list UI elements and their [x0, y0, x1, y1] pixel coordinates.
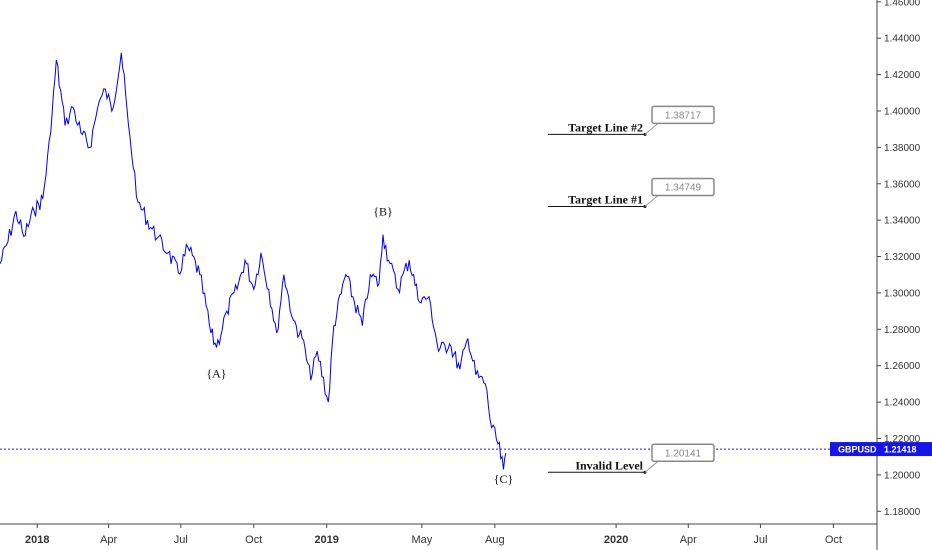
- callout-pointer: [644, 195, 659, 207]
- badge-background: [830, 442, 932, 457]
- x-tick-label: Jul: [753, 534, 767, 546]
- wave-labels: {A} {B} {C}: [206, 205, 513, 486]
- y-tick-label: 1.36000: [884, 179, 921, 190]
- y-tick-label: 1.28000: [884, 325, 921, 336]
- symbol-label: GBPUSD: [838, 445, 877, 455]
- level-value: 1.20141: [665, 448, 702, 459]
- x-tick-label: Jul: [174, 534, 188, 546]
- y-tick-label: 1.38000: [884, 143, 921, 154]
- price-line: [0, 52, 507, 470]
- callout-pointer: [644, 460, 659, 473]
- level-name: Target Line #1: [568, 193, 643, 207]
- y-tick-label: 1.42000: [884, 70, 921, 81]
- y-tick-label: 1.22000: [884, 434, 921, 445]
- y-tick-label: 1.26000: [884, 361, 921, 372]
- x-tick-label: Apr: [100, 534, 117, 546]
- x-tick-label: Apr: [680, 534, 697, 546]
- x-tick-label: 2018: [25, 534, 49, 546]
- level-value: 1.34749: [665, 183, 702, 194]
- y-tick-label: 1.32000: [884, 252, 921, 263]
- callout-box: [651, 443, 715, 463]
- wave-label: {C}: [494, 472, 514, 486]
- level-name: Invalid Level: [575, 458, 643, 472]
- callout-pointer: [644, 122, 659, 135]
- price-series: [0, 52, 507, 470]
- y-tick-label: 1.44000: [884, 34, 921, 45]
- level-annotations: Target Line #2 1.38717 Target Line #1 1.347…: [548, 105, 715, 474]
- x-tick-label: Aug: [485, 534, 505, 546]
- symbol-price-badge: GBPUSD 1.21418: [830, 442, 932, 457]
- x-tick-label: 2020: [604, 534, 628, 546]
- y-tick-label: 1.30000: [884, 288, 921, 299]
- y-tick-label: 1.18000: [884, 507, 921, 518]
- y-axis: 1.46000 1.44000 1.42000 1.40000 1.38000 1.360…: [877, 0, 921, 518]
- wave-label: {A}: [206, 367, 226, 381]
- last-price-label: 1.21418: [884, 445, 917, 455]
- y-tick-label: 1.34000: [884, 216, 921, 227]
- x-tick-label: May: [411, 534, 432, 546]
- y-tick-label: 1.40000: [884, 106, 921, 117]
- y-tick-label: 1.24000: [884, 398, 921, 409]
- x-tick-label: Oct: [825, 534, 842, 546]
- callout-box: [651, 177, 715, 197]
- level-name: Target Line #2: [568, 120, 643, 134]
- level-value: 1.38717: [665, 110, 702, 121]
- y-tick-label: 1.20000: [884, 470, 921, 481]
- callout-box: [651, 105, 715, 125]
- x-tick-label: Oct: [245, 534, 262, 546]
- x-axis: 2018 Apr Jul Oct 2019 May Aug 2020 Apr Jul Oct: [25, 524, 842, 546]
- y-tick-label: 1.46000: [884, 0, 921, 8]
- wave-label: {B}: [373, 205, 393, 219]
- x-tick-label: 2019: [314, 534, 338, 546]
